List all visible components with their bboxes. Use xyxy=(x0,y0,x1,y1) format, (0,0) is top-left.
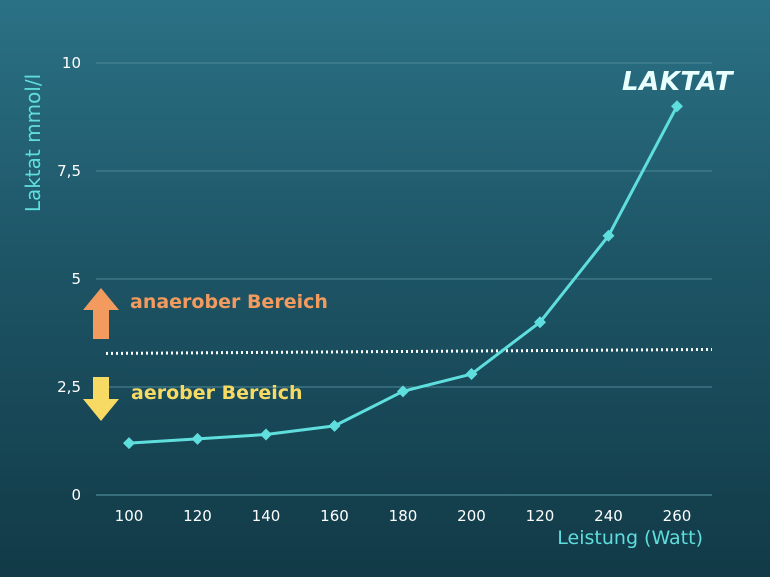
data-point xyxy=(397,385,409,398)
zone-arrows xyxy=(83,288,119,421)
data-point xyxy=(123,437,135,450)
x-tick-label: 260 xyxy=(663,507,692,525)
x-axis-ticks: 100 120 140 160 180 200 120 240 260 xyxy=(115,507,692,525)
data-point xyxy=(260,428,272,441)
series-lactate xyxy=(123,100,683,450)
x-tick-label: 160 xyxy=(320,507,349,525)
x-tick-label: 240 xyxy=(594,507,623,525)
anaerobic-zone-label: anaerober Bereich xyxy=(130,291,328,313)
x-tick-label: 200 xyxy=(457,507,486,525)
x-tick-label: 120 xyxy=(183,507,212,525)
y-tick-label: 0 xyxy=(71,486,81,504)
x-tick-label: 120 xyxy=(526,507,555,525)
x-tick-label: 140 xyxy=(252,507,281,525)
series-markers xyxy=(123,100,683,450)
data-point xyxy=(671,100,683,113)
threshold-line xyxy=(105,347,713,355)
y-axis-label: Laktat mmol/l xyxy=(21,74,45,212)
y-tick-label: 7,5 xyxy=(57,162,81,180)
arrow-down-icon xyxy=(83,377,119,421)
data-point xyxy=(191,432,204,445)
y-tick-label: 5 xyxy=(71,270,81,288)
y-tick-label: 10 xyxy=(62,54,81,72)
y-tick-label: 2,5 xyxy=(57,378,81,396)
grid xyxy=(96,62,712,496)
series-label: LAKTAT xyxy=(622,67,735,97)
arrow-up-icon xyxy=(83,288,119,339)
aerobic-zone-label: aerober Bereich xyxy=(131,382,303,404)
x-axis-label: Leistung (Watt) xyxy=(557,527,703,549)
data-point xyxy=(465,368,478,381)
x-tick-label: 180 xyxy=(389,507,418,525)
data-point xyxy=(328,419,341,432)
data-point xyxy=(534,316,546,329)
data-point xyxy=(602,229,615,242)
x-tick-label: 100 xyxy=(115,507,144,525)
y-axis-ticks: 0 2,5 5 7,5 10 xyxy=(57,54,81,504)
